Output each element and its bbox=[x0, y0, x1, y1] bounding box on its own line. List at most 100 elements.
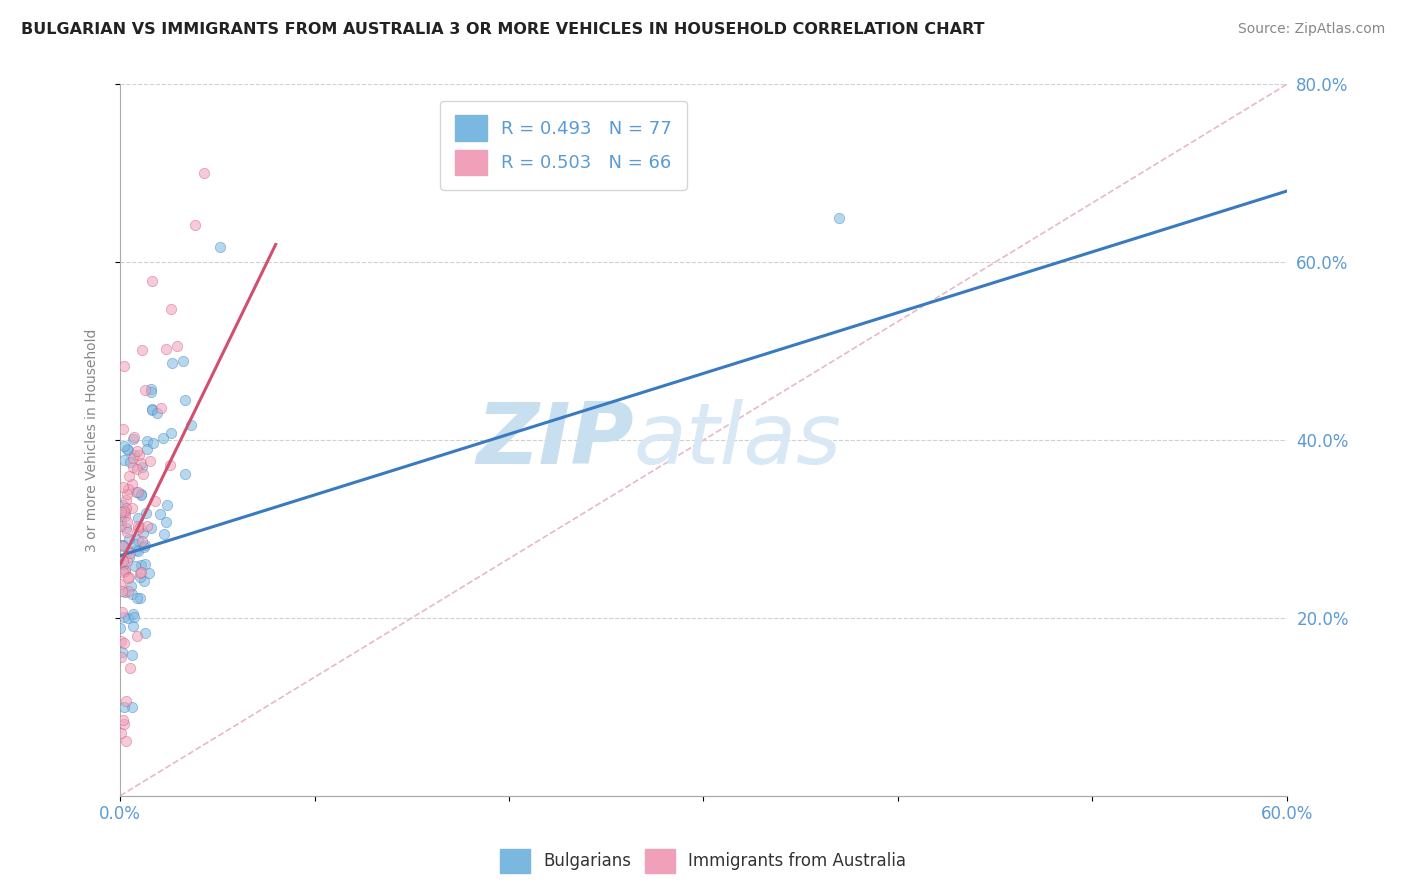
Text: ZIP: ZIP bbox=[475, 399, 633, 482]
Legend: R = 0.493   N = 77, R = 0.503   N = 66: R = 0.493 N = 77, R = 0.503 N = 66 bbox=[440, 101, 686, 190]
Point bbox=[129, 520, 152, 534]
Point bbox=[110, 513, 132, 527]
Point bbox=[136, 519, 159, 533]
Point bbox=[110, 505, 132, 519]
Point bbox=[128, 570, 150, 584]
Point bbox=[155, 343, 177, 357]
Point bbox=[117, 610, 139, 624]
Point bbox=[111, 498, 134, 512]
Point bbox=[112, 699, 135, 714]
Point bbox=[114, 501, 136, 516]
Point bbox=[139, 521, 162, 535]
Point bbox=[122, 610, 145, 624]
Point bbox=[127, 533, 149, 547]
Point bbox=[117, 543, 139, 558]
Point bbox=[111, 565, 134, 579]
Y-axis label: 3 or more Vehicles in Household: 3 or more Vehicles in Household bbox=[86, 328, 100, 552]
Point bbox=[136, 434, 159, 448]
Point bbox=[121, 699, 143, 714]
Text: atlas: atlas bbox=[633, 399, 841, 482]
Point bbox=[127, 444, 149, 458]
Point bbox=[127, 511, 149, 525]
Point bbox=[160, 356, 183, 370]
Point bbox=[110, 650, 132, 665]
Point bbox=[117, 570, 139, 584]
Point bbox=[122, 619, 145, 633]
Point bbox=[112, 717, 135, 731]
Point bbox=[141, 274, 163, 288]
Point bbox=[112, 503, 135, 517]
Point bbox=[110, 558, 132, 572]
Point bbox=[112, 480, 135, 494]
Point bbox=[115, 525, 138, 540]
Point bbox=[114, 584, 136, 599]
Point bbox=[117, 583, 139, 598]
Point bbox=[124, 559, 146, 574]
Point bbox=[115, 442, 138, 457]
Point bbox=[141, 385, 163, 400]
Point bbox=[127, 484, 149, 499]
Point bbox=[118, 546, 141, 560]
Point bbox=[142, 436, 165, 450]
Point bbox=[208, 240, 231, 254]
Point bbox=[115, 734, 138, 748]
Point bbox=[110, 505, 132, 519]
Point bbox=[118, 570, 141, 584]
Point bbox=[134, 540, 156, 554]
Point bbox=[112, 610, 135, 624]
Point bbox=[108, 577, 131, 591]
Point bbox=[129, 488, 152, 502]
Point bbox=[121, 648, 143, 662]
Point bbox=[127, 518, 149, 533]
Point bbox=[155, 516, 177, 530]
Point bbox=[112, 359, 135, 374]
Point bbox=[122, 607, 145, 622]
Point bbox=[117, 482, 139, 496]
Point bbox=[131, 460, 153, 475]
Point bbox=[111, 645, 134, 659]
Point bbox=[174, 467, 197, 482]
Point bbox=[110, 621, 132, 635]
Point bbox=[153, 527, 176, 541]
Point bbox=[174, 392, 197, 407]
Point bbox=[184, 218, 207, 232]
Point bbox=[160, 302, 183, 317]
Point bbox=[114, 505, 136, 519]
Point bbox=[125, 543, 148, 558]
Point bbox=[131, 533, 153, 548]
Point bbox=[152, 431, 174, 445]
Point bbox=[112, 537, 135, 551]
Point bbox=[131, 343, 153, 358]
Point bbox=[166, 339, 188, 353]
Point bbox=[156, 498, 179, 512]
Point bbox=[124, 537, 146, 551]
Point bbox=[138, 566, 160, 580]
Point bbox=[111, 583, 134, 598]
Point bbox=[112, 713, 135, 727]
Point bbox=[129, 456, 152, 470]
Point bbox=[114, 508, 136, 523]
Point bbox=[134, 574, 156, 588]
Point bbox=[112, 439, 135, 453]
Point bbox=[125, 462, 148, 476]
Point bbox=[139, 454, 162, 468]
Point bbox=[117, 486, 139, 500]
Point bbox=[121, 500, 143, 515]
Point bbox=[114, 564, 136, 578]
Point bbox=[112, 557, 135, 571]
Point bbox=[132, 467, 155, 481]
Point bbox=[121, 587, 143, 601]
Point bbox=[127, 544, 149, 558]
Point bbox=[134, 384, 156, 398]
Point bbox=[120, 661, 142, 675]
Point bbox=[122, 460, 145, 475]
Point bbox=[127, 522, 149, 536]
Point bbox=[114, 493, 136, 508]
Point bbox=[125, 484, 148, 499]
Point bbox=[150, 401, 173, 415]
Point bbox=[159, 458, 181, 472]
Point bbox=[114, 564, 136, 578]
Point bbox=[122, 451, 145, 466]
Point bbox=[160, 426, 183, 441]
Point bbox=[111, 554, 134, 568]
